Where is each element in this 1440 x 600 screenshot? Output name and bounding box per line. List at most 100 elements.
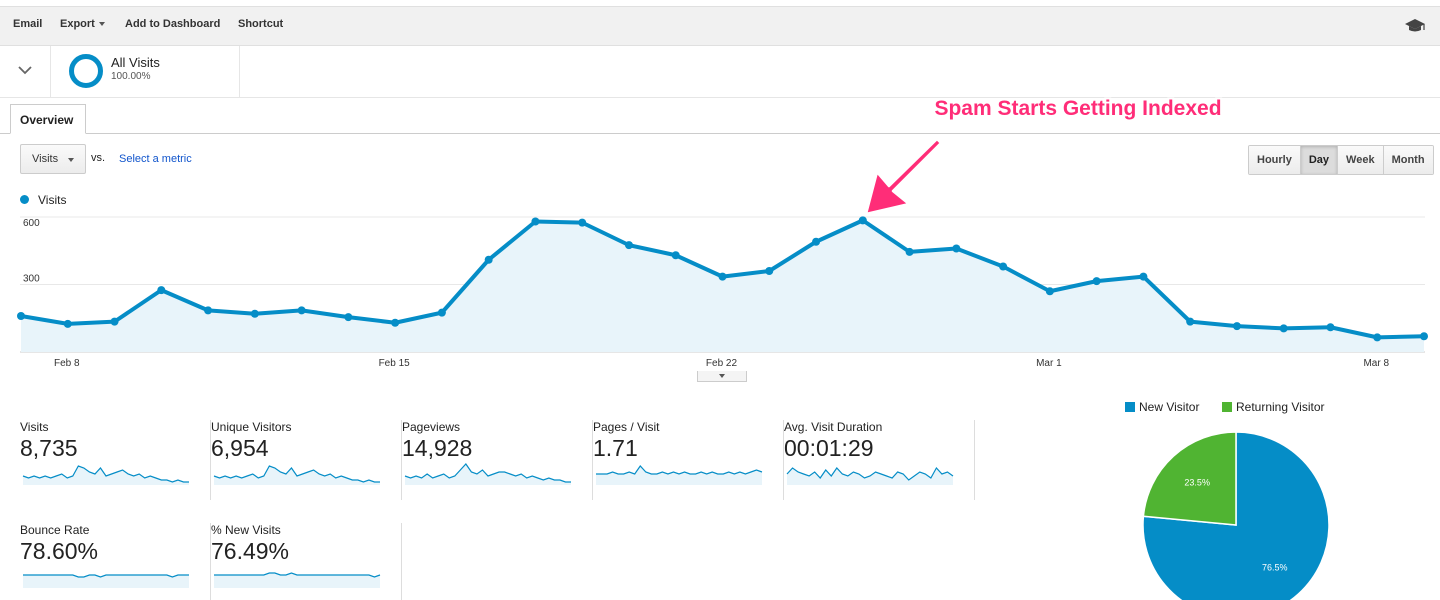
metric-dropdown-value: Visits — [32, 153, 59, 165]
scorecard-value: 00:01:29 — [784, 435, 874, 461]
data-point[interactable] — [1326, 323, 1335, 332]
pie-slice-label: 76.5% — [1262, 563, 1288, 573]
x-tick-label: Feb 8 — [54, 358, 80, 369]
scorecard-label: Pages / Visit — [593, 420, 660, 434]
granularity-toggle: Hourly Day Week Month — [1248, 145, 1434, 175]
data-point[interactable] — [1045, 287, 1054, 296]
sparkline — [23, 574, 189, 588]
sparkline — [22, 465, 189, 485]
data-point[interactable] — [858, 216, 867, 225]
scorecard-visits[interactable]: Visits 8,735 — [20, 420, 211, 500]
data-point[interactable] — [17, 312, 25, 320]
pie-legend-label: New Visitor — [1139, 400, 1200, 414]
data-point[interactable] — [1232, 322, 1241, 331]
chart-collapse-handle[interactable] — [697, 371, 747, 382]
data-point[interactable] — [437, 308, 446, 317]
tab-divider — [0, 133, 1440, 134]
data-point[interactable] — [671, 251, 680, 260]
data-point[interactable] — [952, 244, 961, 253]
data-point[interactable] — [204, 306, 213, 315]
export-button[interactable]: Export — [60, 18, 105, 30]
scorecard-label: Unique Visitors — [211, 420, 292, 434]
data-point[interactable] — [1279, 324, 1288, 333]
data-point[interactable] — [578, 218, 587, 227]
report-toolbar: Email Export Add to Dashboard Shortcut — [0, 6, 1440, 46]
sparkline-line — [404, 463, 571, 483]
scorecard-label: Avg. Visit Duration — [784, 420, 883, 434]
data-point[interactable] — [484, 255, 493, 264]
scorecard-pageviews[interactable]: Pageviews 14,928 — [402, 420, 593, 500]
sparkline-area — [214, 573, 380, 588]
granularity-month-button[interactable]: Month — [1383, 146, 1433, 174]
shortcut-button[interactable]: Shortcut — [238, 18, 284, 30]
pie-legend-returning-visitor[interactable]: Returning Visitor — [1222, 400, 1325, 414]
scorecard-label: % New Visits — [211, 523, 281, 537]
chevron-down-icon — [719, 374, 725, 378]
data-point[interactable] — [765, 267, 774, 275]
data-point[interactable] — [905, 247, 914, 256]
sparkline-line — [23, 574, 189, 578]
sparkline-line — [786, 466, 954, 481]
scorecard-value: 6,954 — [211, 435, 269, 461]
scorecard-avg-visit-duration[interactable]: Avg. Visit Duration 00:01:29 — [784, 420, 975, 500]
data-point[interactable] — [344, 313, 353, 322]
data-point[interactable] — [157, 286, 166, 295]
scorecard-bounce-rate[interactable]: Bounce Rate 78.60% — [20, 523, 211, 600]
sparkline-area — [596, 466, 762, 485]
data-point[interactable] — [1420, 332, 1428, 341]
data-point[interactable] — [624, 241, 633, 250]
x-tick-label: Feb 15 — [379, 358, 411, 369]
chevron-down-icon — [68, 158, 74, 162]
sparkline-area — [405, 464, 571, 485]
data-point[interactable] — [63, 319, 72, 328]
tab-overview[interactable]: Overview — [10, 104, 86, 134]
data-point[interactable] — [1139, 272, 1148, 281]
scorecard-value: 76.49% — [211, 538, 290, 564]
sparkline — [214, 572, 381, 588]
data-point[interactable] — [391, 318, 400, 327]
data-point[interactable] — [110, 317, 119, 326]
scorecard-new-visits[interactable]: % New Visits 76.49% — [211, 523, 402, 600]
sparkline-line — [214, 572, 381, 578]
granularity-hourly-button[interactable]: Hourly — [1249, 146, 1301, 174]
granularity-week-button[interactable]: Week — [1338, 146, 1384, 174]
scorecard-value: 14,928 — [402, 435, 473, 461]
scorecard-label: Bounce Rate — [20, 523, 90, 537]
select-metric-link[interactable]: Select a metric — [119, 153, 192, 165]
segment-all-visits[interactable]: All Visits 100.00% — [51, 46, 240, 97]
scorecard-pages-per-visit[interactable]: Pages / Visit 1.71 — [593, 420, 784, 500]
data-point[interactable] — [999, 262, 1008, 271]
scorecard-value: 8,735 — [20, 435, 78, 461]
data-point[interactable] — [1092, 277, 1101, 286]
sparkline — [404, 463, 571, 485]
pie-slice[interactable] — [1142, 431, 1330, 600]
email-button[interactable]: Email — [13, 18, 43, 30]
graduation-cap-icon[interactable] — [1404, 17, 1426, 35]
add-to-dashboard-button[interactable]: Add to Dashboard — [125, 18, 221, 30]
data-point[interactable] — [1186, 317, 1195, 326]
new-visitor-swatch — [1125, 402, 1135, 412]
sparkline-line — [596, 465, 763, 475]
granularity-day-button[interactable]: Day — [1300, 146, 1339, 174]
data-point[interactable] — [718, 272, 727, 281]
scorecard-unique-visitors[interactable]: Unique Visitors 6,954 — [211, 420, 402, 500]
returning-visitor-swatch — [1222, 402, 1232, 412]
data-point[interactable] — [531, 217, 540, 226]
metric-dropdown[interactable]: Visits — [20, 144, 86, 174]
data-point[interactable] — [250, 309, 259, 318]
segment-expand-toggle[interactable] — [0, 46, 51, 97]
sparkline-area — [23, 575, 189, 588]
data-point[interactable] — [812, 237, 821, 246]
segment-bar: All Visits 100.00% — [0, 46, 1440, 98]
sparkline — [596, 465, 763, 485]
annotation-text: Spam Starts Getting Indexed — [934, 97, 1221, 120]
pie-legend-label: Returning Visitor — [1236, 400, 1325, 414]
sparkline-area — [23, 466, 189, 485]
data-point[interactable] — [1373, 333, 1382, 342]
data-point[interactable] — [297, 306, 306, 315]
pie-slice[interactable] — [1142, 431, 1237, 526]
scorecard-label: Visits — [20, 420, 49, 434]
visitor-type-pie-chart: 76.5% 23.5% — [1142, 431, 1330, 600]
pie-legend-new-visitor[interactable]: New Visitor — [1125, 400, 1199, 414]
sparkline-area — [214, 466, 380, 485]
